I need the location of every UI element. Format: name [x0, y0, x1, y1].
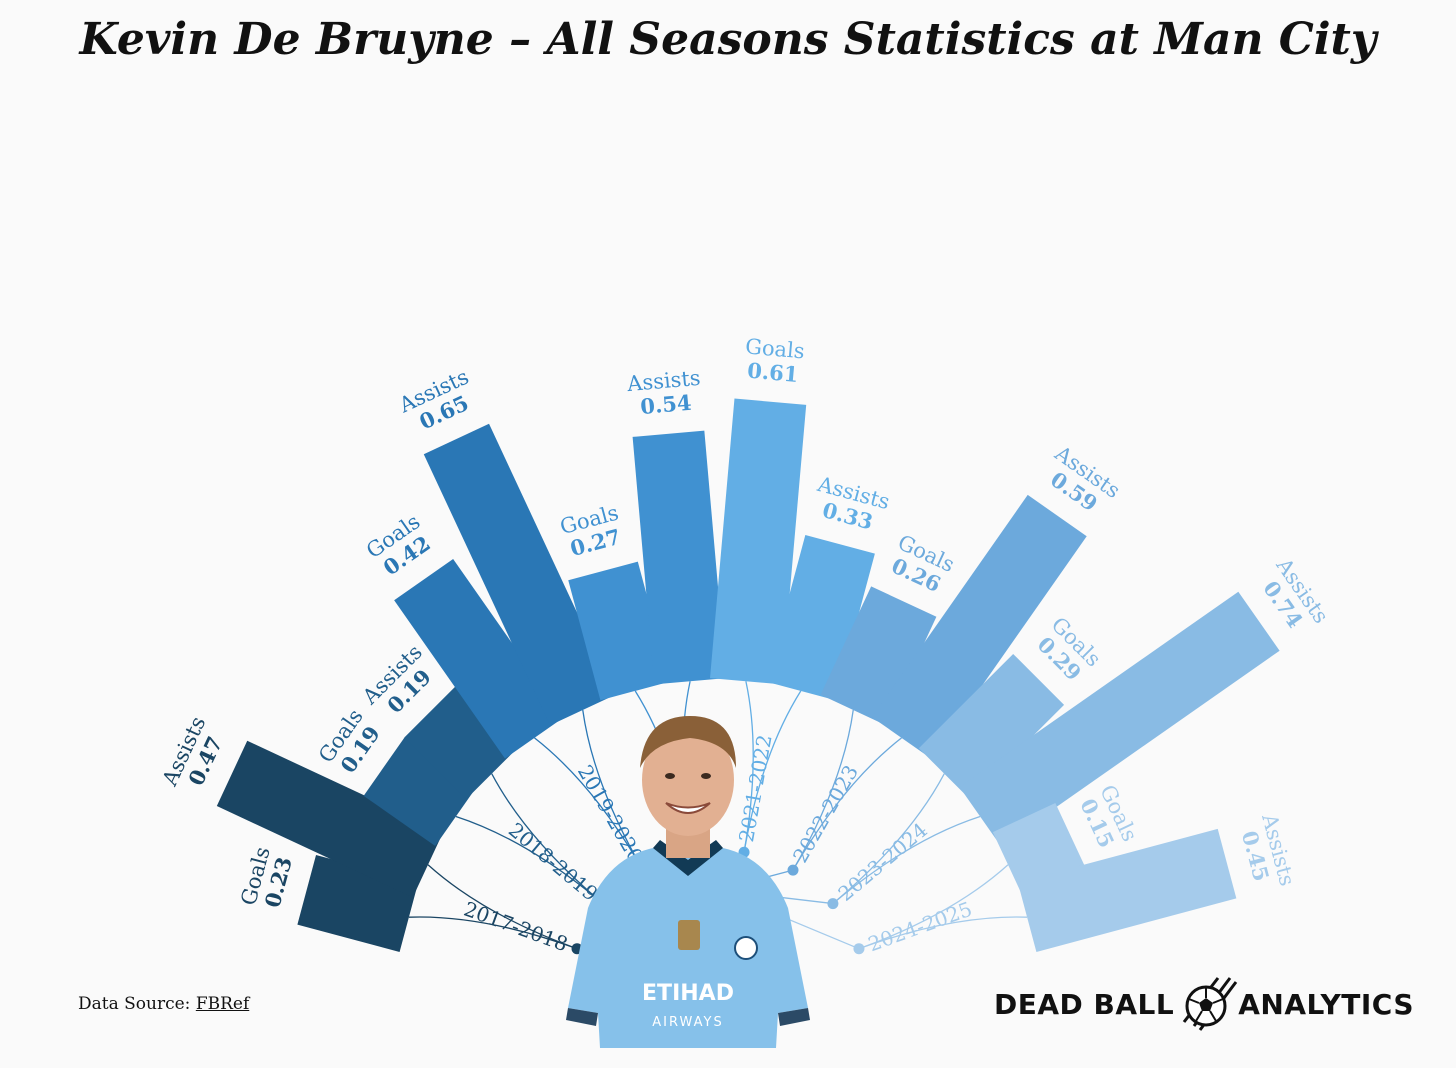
bar-goals-2019-2020 — [394, 558, 564, 759]
bar-assists-2024-2025-rect — [1017, 828, 1237, 952]
bar-label-assists-2017-2018: Assists0.47 — [157, 713, 232, 801]
bar-assists-2017-2018-rect — [216, 740, 444, 898]
brand-text-left: DEAD BALL — [994, 987, 1175, 1021]
connector-line — [743, 690, 802, 853]
bars — [216, 398, 1280, 952]
bar-assists-2024-2025 — [1017, 828, 1237, 952]
bar-assists-2022-2023-rect — [872, 494, 1087, 759]
bar-goals-2018-2019-rect — [363, 736, 477, 846]
bar-label-goals-2021-2022: Goals0.61 — [742, 334, 805, 387]
data-source-prefix: Data Source: — [78, 994, 196, 1014]
bar-label-goals-2020-2021: Goals0.27 — [558, 500, 628, 562]
season-dot — [787, 864, 799, 876]
svg-text:AIRWAYS: AIRWAYS — [652, 1015, 723, 1030]
connector-line — [858, 916, 1028, 950]
bar-label-goals-2017-2018: Goals0.23 — [236, 844, 298, 914]
bar-label-goals-2023-2024: Goals0.29 — [1030, 612, 1106, 688]
connector-line — [792, 737, 902, 871]
bar-goals-2022-2023-rect — [820, 586, 937, 726]
bar-label-assists-2020-2021: Assists0.54 — [625, 366, 703, 420]
connector-line — [408, 916, 578, 950]
bar-label-assists-2021-2022: Assists0.33 — [808, 472, 892, 538]
bar-assists-2020-2021-rect — [632, 430, 726, 685]
bar-goals-2022-2023 — [820, 586, 937, 726]
bar-assists-2022-2023 — [872, 494, 1087, 759]
connector-line — [743, 681, 754, 853]
bar-assists-2021-2022-rect — [766, 534, 875, 701]
data-source-link[interactable]: FBRef — [195, 994, 250, 1014]
brand-text-right: ANALYTICS — [1238, 987, 1415, 1021]
bar-goals-2023-2024-rect — [918, 653, 1065, 800]
season-label-2023-2024: 2023-2024 — [833, 818, 932, 906]
bar-assists-2018-2019 — [404, 686, 518, 800]
bar-assists-2018-2019-rect — [404, 686, 518, 800]
bar-label-goals-2019-2020: Goals0.42 — [362, 509, 438, 582]
connector-line — [832, 773, 945, 905]
bar-assists-2019-2020 — [423, 423, 616, 726]
bar-label-goals-2024-2025: Goals0.15 — [1073, 781, 1142, 855]
bar-label-assists-2019-2020: Assists0.65 — [395, 365, 483, 440]
season-dot — [853, 943, 865, 955]
season-dot — [827, 898, 839, 910]
connector-line — [455, 815, 604, 905]
svg-text:ETIHAD: ETIHAD — [642, 981, 734, 1006]
football-icon — [1183, 977, 1238, 1031]
bar-goals-2019-2020-rect — [394, 558, 564, 759]
bar-goals-2021-2022-rect — [710, 398, 807, 685]
bar-label-value: 0.54 — [639, 390, 692, 419]
chart-title: Kevin De Bruyne – All Seasons Statistics… — [79, 14, 1377, 65]
connector-line — [427, 864, 578, 950]
bar-assists-2021-2022 — [766, 534, 875, 701]
data-source-note: Data Source: FBRef — [78, 994, 249, 1014]
brand-logo: DEAD BALL ANALYTICS — [994, 976, 1414, 1032]
player-illustration: ETIHAD AIRWAYS — [566, 716, 810, 1048]
bar-label-goals-2018-2019: Goals0.19 — [314, 705, 387, 781]
bar-assists-2023-2024-rect — [959, 591, 1280, 846]
bar-goals-2020-2021-rect — [568, 561, 670, 701]
connector-line — [491, 773, 604, 905]
bar-goals-2018-2019 — [363, 736, 477, 846]
bar-goals-2021-2022 — [710, 398, 807, 685]
bar-goals-2020-2021 — [568, 561, 670, 701]
connector-line — [858, 864, 1009, 950]
bar-assists-2019-2020-rect — [423, 423, 616, 726]
bar-label-goals-2022-2023: Goals0.26 — [884, 530, 958, 599]
bar-goals-2023-2024 — [918, 653, 1065, 800]
connector-line — [832, 815, 981, 905]
season-label-2024-2025: 2024-2025 — [865, 897, 975, 957]
bar-assists-2020-2021 — [632, 430, 726, 685]
bar-label-series-name: Goals — [744, 334, 805, 363]
connector-line — [792, 709, 854, 871]
bar-label-assists-2024-2025: Assists0.45 — [1234, 810, 1300, 894]
bar-label-value: 0.61 — [746, 358, 799, 387]
connector-line — [582, 709, 644, 871]
connector-line — [534, 737, 644, 871]
bar-assists-2017-2018 — [216, 740, 444, 898]
bar-assists-2023-2024 — [959, 591, 1280, 846]
